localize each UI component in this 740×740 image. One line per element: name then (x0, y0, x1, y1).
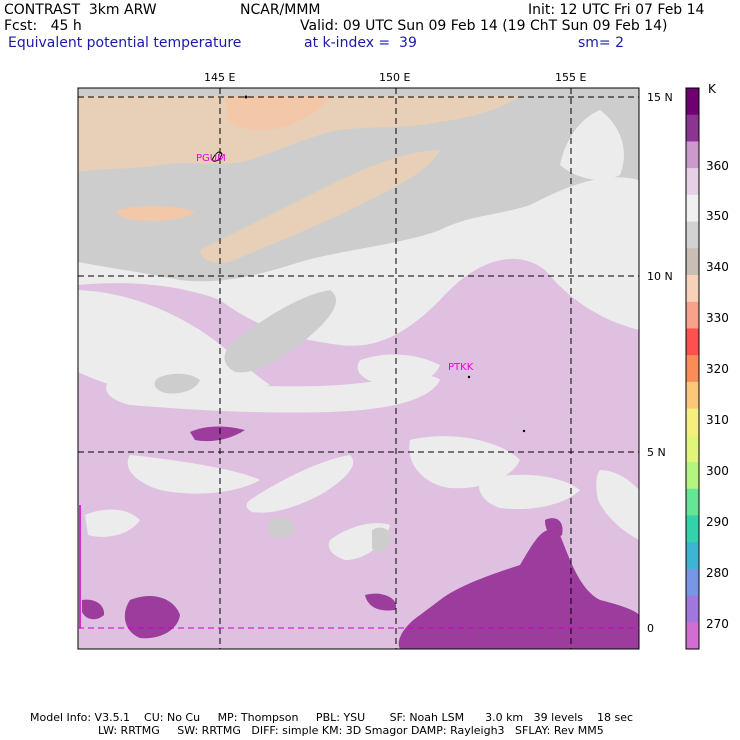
colorbar-label-300: 300 (706, 464, 729, 478)
colorbar-swatch (686, 168, 699, 196)
colorbar-swatch (686, 435, 699, 463)
field-gray-cut (108, 178, 210, 217)
colorbar-swatch (686, 275, 699, 303)
field-light-s6 (596, 470, 639, 540)
field-base (78, 88, 639, 649)
level-info: at k-index = 39 (304, 35, 417, 51)
field-light-ne (560, 110, 624, 180)
colorbar-swatch (686, 221, 699, 249)
colorbar-frame (685, 87, 700, 650)
colorbar-label-310: 310 (706, 413, 729, 427)
field-light-s7 (85, 509, 140, 537)
colorbar-swatch (686, 301, 699, 329)
field-light-s2 (246, 455, 354, 513)
field-purple-mid (190, 426, 245, 442)
colorbar-swatch (686, 622, 699, 650)
colorbar-swatch (686, 328, 699, 356)
station-pgum: PGUM (196, 153, 226, 164)
colorbar-swatch (686, 595, 699, 623)
field-light-s3 (409, 436, 520, 489)
colorbar-swatch (686, 408, 699, 436)
colorbar-label-340: 340 (706, 260, 729, 274)
field-light-band (78, 88, 639, 346)
colorbar-swatch (686, 355, 699, 383)
field-tan-north (78, 96, 520, 172)
field-peach-w (117, 206, 195, 221)
colorbar-label-330: 330 (706, 311, 729, 325)
field-light-mid3 (357, 354, 440, 386)
field-tan-strip (200, 150, 440, 263)
lon-label-145: 145 E (204, 71, 236, 84)
valid-time: Valid: 09 UTC Sun 09 Feb 14 (19 ChT Sun … (300, 18, 668, 34)
center-title: NCAR/MMM (240, 2, 321, 18)
field-light-s5 (328, 523, 390, 560)
forecast-hour: Fcst: 45 h (4, 18, 82, 34)
field-purple-s (365, 593, 396, 611)
plot-frame (77, 87, 640, 650)
field-gray-mid2 (154, 373, 200, 394)
colorbar (686, 88, 699, 650)
colorbar-label-350: 350 (706, 209, 729, 223)
init-time: Init: 12 UTC Fri 07 Feb 14 (528, 2, 705, 18)
colorbar-swatch (686, 114, 699, 142)
field-gray-s1 (372, 527, 392, 553)
field-light-mid2 (106, 375, 440, 413)
field-purple-w (82, 599, 105, 620)
field-purple-sw (124, 595, 180, 639)
lon-label-150: 150 E (379, 71, 411, 84)
station-ptkk: PTKK (448, 362, 474, 373)
field-purple-e (545, 518, 563, 537)
colorbar-label-290: 290 (706, 515, 729, 529)
field-peach-nw (225, 96, 330, 131)
ptkk-marker-icon (467, 375, 471, 379)
colorbar-swatch (686, 488, 699, 516)
lat-label-5n: 5 N (647, 446, 666, 459)
footer-physics-info: LW: RRTMG SW: RRTMG DIFF: simple KM: 3D … (98, 724, 604, 737)
field-light-s1 (127, 455, 260, 494)
field-light-mid1 (78, 290, 270, 397)
field-light-s4 (479, 474, 580, 510)
lat-label-10n: 10 N (647, 270, 673, 283)
lon-label-155: 155 E (555, 71, 587, 84)
field-gray-mid1 (224, 290, 336, 373)
colorbar-swatch (686, 568, 699, 597)
field-gray-north (78, 88, 639, 282)
lat-label-0: 0 (647, 622, 654, 635)
east-marker-icon (522, 429, 526, 433)
colorbar-swatch (686, 248, 699, 276)
colorbar-label-270: 270 (706, 617, 729, 631)
smoothing-info: sm= 2 (578, 35, 625, 51)
colorbar-swatch (686, 381, 699, 410)
north-marker-icon (244, 95, 248, 99)
field-name: Equivalent potential temperature (8, 35, 242, 51)
colorbar-label-280: 280 (706, 566, 729, 580)
colorbar-swatch (686, 141, 699, 169)
lat-label-15n: 15 N (647, 91, 673, 104)
colorbar-label-320: 320 (706, 362, 729, 376)
guam-island-icon (211, 151, 223, 162)
model-title: CONTRAST 3km ARW (4, 2, 157, 18)
field-purple-se (398, 529, 639, 649)
colorbar-unit: K (708, 82, 716, 96)
colorbar-swatch (686, 542, 699, 570)
colorbar-swatch (686, 194, 699, 223)
colorbar-swatch (686, 462, 699, 490)
field-gray-s2 (268, 518, 295, 538)
footer-model-info: Model Info: V3.5.1 CU: No Cu MP: Thompso… (30, 711, 634, 724)
colorbar-swatch (686, 88, 699, 116)
colorbar-swatch (686, 515, 699, 543)
colorbar-label-360: 360 (706, 159, 729, 173)
